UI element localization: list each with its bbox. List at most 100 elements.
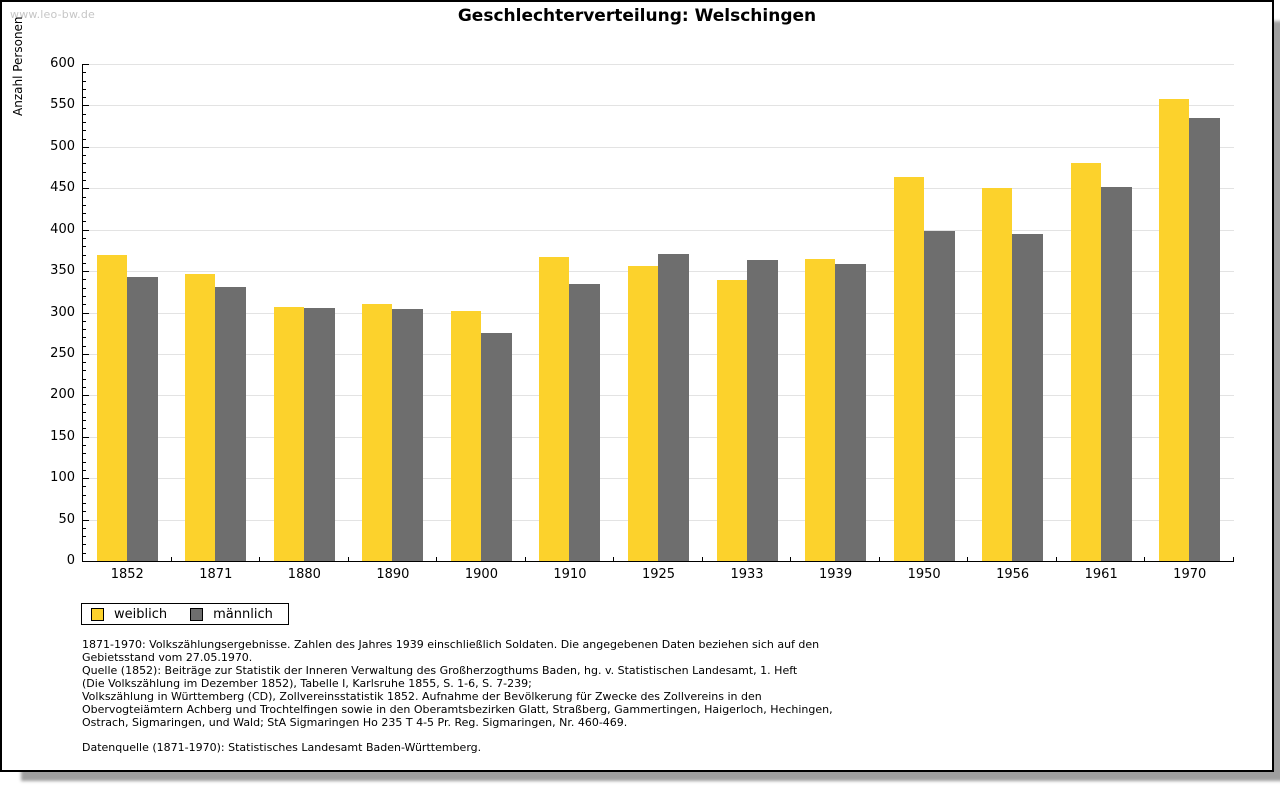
y-axis-tick: [83, 64, 89, 65]
y-axis-tick: [83, 552, 86, 554]
y-axis-tick: [83, 503, 86, 505]
bar-weiblich-1933: [716, 280, 747, 561]
y-axis-tick: [83, 196, 86, 198]
y-axis-tick: [83, 536, 86, 538]
bar-weiblich-1939: [805, 258, 836, 561]
y-axis-tick: [83, 329, 86, 331]
legend-swatch-weiblich: [91, 607, 104, 621]
x-axis-tick: [347, 557, 349, 561]
x-axis-tick: [170, 557, 172, 561]
y-axis-tick: [83, 436, 89, 438]
y-axis-tick: [83, 320, 86, 322]
y-axis-tick: [83, 469, 86, 471]
y-axis-tick: [83, 544, 86, 546]
y-axis-tick: [83, 97, 86, 99]
y-axis-tick: [83, 271, 89, 273]
legend: weiblich männlich: [81, 603, 289, 625]
y-axis-tick: [83, 146, 89, 148]
y-axis-tick: [83, 72, 86, 74]
y-tick-label: 200: [50, 387, 75, 403]
bar-weiblich-1970: [1159, 98, 1190, 561]
bar-männlich-1956: [1012, 233, 1044, 561]
y-axis-tick: [83, 279, 86, 281]
source-note: 1871-1970: Volkszählungsergebnisse. Zahl…: [82, 638, 833, 729]
y-axis-tick: [83, 229, 89, 231]
y-tick-label: 450: [50, 180, 75, 196]
y-axis-tick: [83, 237, 86, 239]
x-axis-tick: [1055, 557, 1057, 561]
y-axis-tick: [83, 353, 89, 355]
gridline: [83, 229, 1234, 231]
x-axis-tick: [1233, 557, 1234, 561]
x-tick-label: 1910: [553, 567, 587, 582]
y-axis-tick: [83, 453, 86, 455]
bar-männlich-1852: [126, 276, 158, 561]
bar-männlich-1961: [1100, 186, 1132, 561]
y-axis-tick: [83, 113, 86, 115]
data-source-note: Datenquelle (1871-1970): Statistisches L…: [82, 741, 482, 754]
legend-label: weiblich: [114, 606, 168, 622]
bar-weiblich-1890: [362, 304, 393, 561]
y-axis-tick: [83, 411, 86, 413]
x-tick-label: 1900: [464, 567, 498, 582]
y-axis-tick: [83, 188, 89, 190]
bar-männlich-1950: [923, 231, 955, 561]
gridline: [83, 64, 1234, 65]
x-axis-tick: [701, 557, 703, 561]
y-axis-tick: [83, 121, 86, 123]
bar-männlich-1910: [569, 284, 601, 561]
y-axis-tick: [83, 445, 86, 447]
x-tick-label: 1950: [907, 567, 941, 582]
chart-card: www.leo-bw.de Geschlechterverteilung: We…: [0, 0, 1274, 772]
y-axis-tick: [83, 287, 86, 289]
y-axis-tick: [83, 105, 89, 107]
y-tick-label: 400: [50, 221, 75, 237]
y-axis-tick: [83, 345, 86, 347]
chart-title: Geschlechterverteilung: Welschingen: [457, 6, 817, 26]
y-axis-tick: [83, 403, 86, 405]
x-axis-tick: [878, 557, 880, 561]
y-tick-label: 300: [50, 304, 75, 320]
x-tick-label: 1890: [376, 567, 410, 582]
y-axis-tick: [83, 295, 86, 297]
y-axis-tick: [83, 130, 86, 132]
bar-weiblich-1852: [96, 254, 127, 561]
y-axis-tick: [83, 527, 86, 529]
x-tick-label: 1961: [1084, 567, 1118, 582]
bar-männlich-1871: [215, 286, 247, 561]
y-axis-tick: [83, 155, 86, 157]
y-axis-tick: [83, 486, 86, 488]
bar-weiblich-1925: [628, 266, 658, 561]
y-axis-tick: [83, 171, 86, 173]
x-axis-tick: [1144, 557, 1146, 561]
bar-weiblich-1961: [1070, 162, 1101, 561]
y-tick-label: 500: [50, 138, 75, 154]
gridline: [83, 105, 1234, 107]
bar-weiblich-1871: [185, 274, 216, 561]
y-tick-label: 0: [66, 553, 75, 568]
x-tick-label: 1880: [287, 567, 321, 582]
bar-weiblich-1900: [450, 310, 481, 561]
y-tick-label: 150: [50, 428, 75, 444]
y-tick-label: 600: [50, 56, 75, 71]
gridline: [83, 146, 1234, 148]
y-axis-tick: [83, 254, 86, 256]
y-axis-tick: [83, 262, 86, 264]
y-tick-label: 250: [50, 345, 75, 361]
watermark: www.leo-bw.de: [10, 8, 96, 21]
y-axis-tick: [83, 420, 86, 422]
y-axis-tick: [83, 312, 89, 314]
y-axis-tick: [83, 511, 86, 513]
y-axis-tick: [83, 204, 86, 206]
y-axis-tick: [83, 179, 86, 181]
legend-item-männlich: männlich: [190, 607, 273, 622]
gridline: [83, 188, 1234, 190]
y-axis-tick: [83, 213, 86, 215]
bar-männlich-1970: [1189, 117, 1221, 561]
y-axis-tick: [83, 138, 86, 140]
y-axis-tick: [83, 378, 86, 380]
y-axis-tick: [83, 478, 89, 480]
legend-item-weiblich: weiblich: [91, 607, 167, 622]
y-axis-tick: [83, 88, 86, 90]
